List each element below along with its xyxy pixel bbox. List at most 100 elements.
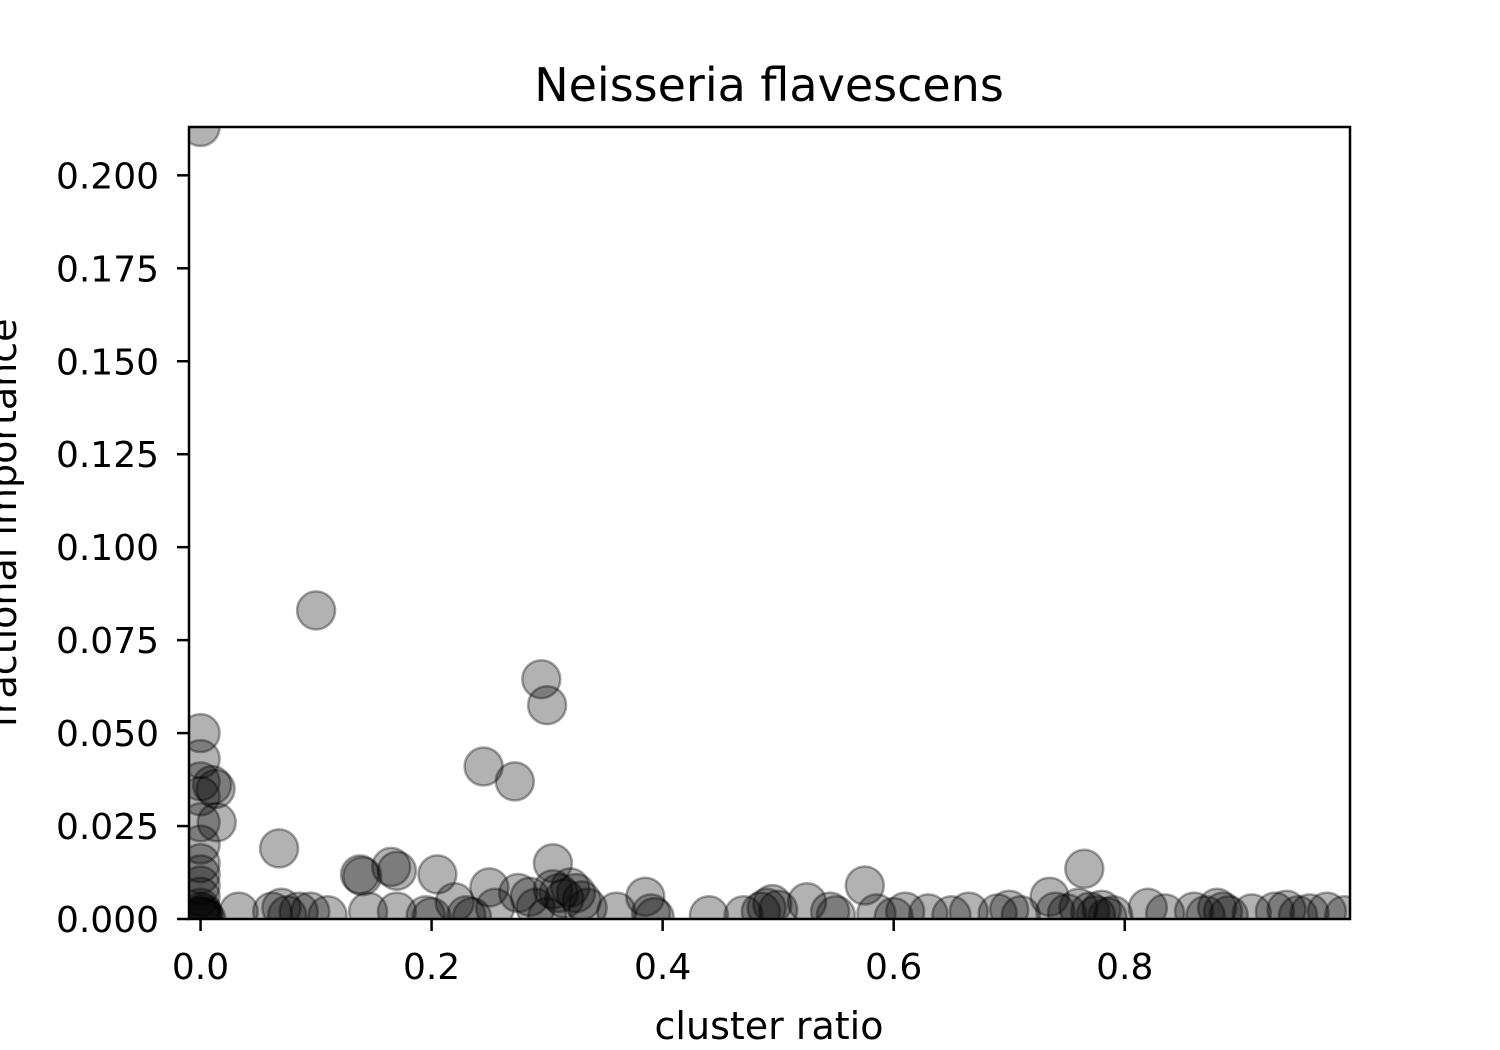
data-point [1277,895,1319,919]
data-point [189,761,221,802]
data-point [417,854,458,895]
data-point [526,684,568,726]
data-point [1196,887,1238,919]
data-point [786,882,828,919]
data-points [189,127,1350,919]
data-point [549,867,591,908]
data-point [189,842,221,884]
data-point [474,887,516,919]
data-point [521,658,562,700]
data-point [1144,893,1186,919]
data-point [538,872,579,914]
data-point [218,891,259,919]
data-point [757,889,799,919]
data-point [195,768,236,810]
data-point [815,895,857,919]
data-point [931,895,972,919]
data-point [189,854,221,895]
data-point [884,891,926,919]
data-point [1035,891,1076,919]
data-point [261,887,302,919]
data-point [370,846,412,888]
x-tick-label: 0.6 [865,947,922,988]
x-tick-label: 0.8 [1096,947,1153,988]
data-point [1075,895,1117,919]
data-point [988,889,1030,919]
data-point [376,850,418,891]
data-point [532,869,574,910]
data-point [809,891,851,919]
data-point [1185,895,1226,919]
x-tick-label: 0.4 [634,947,691,988]
data-point [266,895,308,919]
data-point [555,872,597,914]
data-point [1058,887,1099,919]
data-point [844,865,886,906]
data-point [596,891,637,919]
data-point [295,590,337,631]
y-tick-label: 0.075 [56,621,159,662]
data-point [258,828,300,869]
data-point [1081,889,1122,919]
data-point [630,893,672,919]
data-point [189,865,221,906]
data-point [189,824,221,865]
data-point [1173,891,1215,919]
data-point [526,896,568,919]
data-point [339,854,381,895]
data-point [189,896,221,919]
data-point [515,887,556,919]
data-point [856,893,897,919]
x-axis-ticks: 0.0 0.2 0.4 0.6 0.8 [172,919,1153,988]
data-point [189,895,221,919]
data-point [290,891,331,919]
data-point [1046,893,1088,919]
data-point [1289,893,1330,919]
data-point [746,887,787,919]
data-point [189,127,221,148]
plot-frame [187,125,1352,921]
data-point [191,764,233,806]
data-point [1202,891,1244,919]
data-point [752,883,793,919]
data-point [1064,848,1105,890]
data-point [196,802,237,843]
data-point [189,802,221,843]
y-tick-label: 0.200 [56,156,159,197]
data-point [278,891,319,919]
data-point [451,896,493,919]
data-point [347,891,389,919]
data-point [411,896,452,919]
y-axis-label: fractional importance [0,318,25,727]
data-point [189,738,221,780]
data-point [251,891,293,919]
data-point [532,842,574,884]
data-point [189,712,221,754]
data-point [189,898,227,919]
data-point [1266,889,1307,919]
data-point [567,887,608,919]
y-axis-ticks: 0.000 0.025 0.050 0.075 0.100 0.125 0.150 0.175… [56,156,189,941]
data-point [1069,891,1111,919]
data-point [634,896,675,919]
y-tick-label: 0.175 [56,249,159,290]
chart-title: Neisseria flavescens [534,58,1004,112]
data-point [434,882,475,919]
data-point [561,880,603,919]
y-tick-label: 0.050 [56,714,159,755]
data-point [469,867,510,908]
data-point [307,895,348,919]
data-point [1092,895,1134,919]
data-point [497,872,539,914]
x-tick-label: 0.2 [403,947,460,988]
data-point [189,891,221,919]
data-point [1127,887,1169,919]
y-tick-label: 0.125 [56,435,159,476]
data-point [376,891,418,919]
data-point [446,895,487,919]
data-point [405,895,447,919]
data-point [1000,895,1042,919]
data-point [189,776,221,817]
x-axis-label: cluster ratio [655,1004,884,1048]
